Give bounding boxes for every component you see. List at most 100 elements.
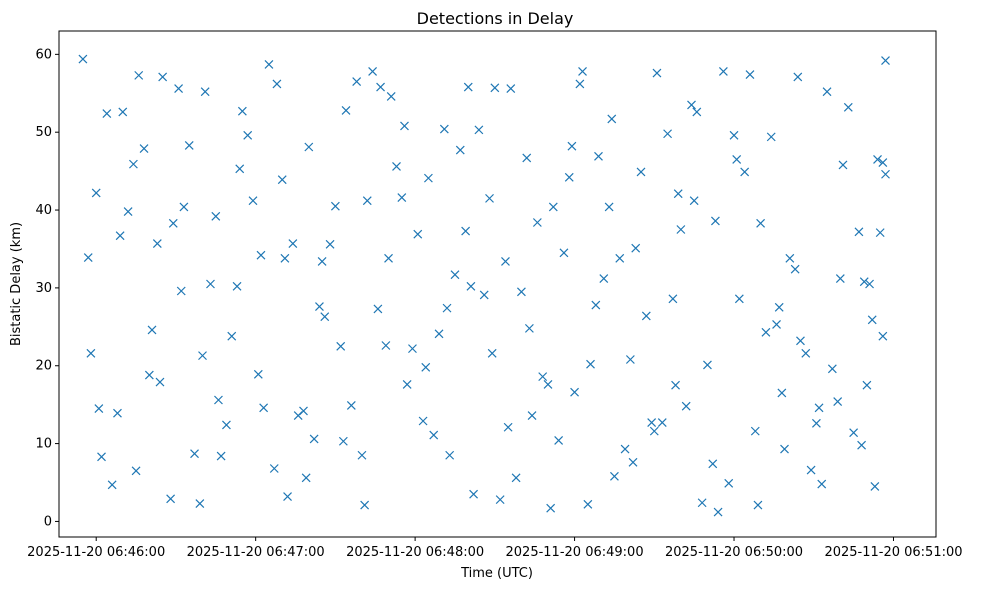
- data-point: [86, 348, 96, 358]
- data-point: [222, 420, 231, 430]
- data-point: [673, 189, 683, 199]
- data-point: [594, 151, 603, 161]
- data-point: [232, 281, 242, 291]
- data-point: [657, 418, 667, 427]
- data-point: [408, 344, 417, 354]
- y-tick-label: 10: [35, 437, 52, 452]
- data-point: [766, 132, 776, 142]
- data-point: [777, 388, 787, 398]
- data-point: [578, 67, 587, 76]
- x-tick-label: 2025-11-20 06:46:00: [27, 545, 165, 560]
- data-point: [780, 444, 789, 454]
- data-point: [368, 67, 378, 76]
- data-point: [511, 473, 521, 483]
- data-point: [341, 105, 351, 115]
- data-point: [479, 290, 489, 300]
- data-point: [713, 507, 723, 517]
- data-point: [256, 250, 266, 260]
- x-axis: 2025-11-20 06:46:00 2025-11-20 06:47:00 20…: [27, 537, 963, 560]
- data-point: [806, 465, 816, 475]
- data-point: [867, 315, 877, 325]
- data-point: [386, 91, 396, 101]
- data-point: [774, 302, 784, 312]
- data-point: [495, 495, 505, 505]
- data-point: [429, 430, 439, 440]
- data-point: [849, 428, 859, 438]
- data-point: [455, 145, 465, 155]
- data-point: [445, 450, 455, 460]
- data-point: [745, 70, 755, 80]
- scatter-points: [78, 54, 890, 517]
- y-axis-label: Bistatic Delay (km): [9, 222, 24, 346]
- data-point: [283, 492, 292, 501]
- data-point: [91, 188, 101, 198]
- data-point: [564, 172, 574, 182]
- data-point: [423, 173, 433, 183]
- data-point: [463, 82, 473, 92]
- data-point: [83, 253, 93, 262]
- data-point: [277, 175, 287, 185]
- data-point: [785, 253, 795, 263]
- data-point: [214, 395, 223, 405]
- data-point: [854, 227, 864, 237]
- data-point: [772, 320, 781, 329]
- y-tick-label: 20: [35, 359, 52, 374]
- x-tick-label: 2025-11-20 06:47:00: [187, 545, 325, 560]
- data-point: [822, 87, 832, 97]
- y-tick-label: 40: [35, 203, 52, 218]
- data-point: [102, 109, 112, 118]
- data-point: [362, 196, 372, 206]
- data-point: [269, 464, 279, 473]
- data-point: [843, 102, 853, 112]
- data-point: [543, 379, 553, 389]
- data-point: [317, 257, 327, 266]
- data-point: [259, 403, 269, 413]
- data-point: [567, 141, 577, 151]
- data-point: [206, 279, 215, 289]
- data-point: [652, 68, 662, 78]
- data-point: [248, 196, 258, 206]
- data-point: [490, 83, 500, 93]
- data-point: [811, 418, 821, 428]
- data-point: [168, 218, 178, 228]
- data-point: [450, 270, 460, 280]
- data-point: [641, 311, 651, 321]
- data-point: [174, 84, 184, 94]
- data-point: [330, 201, 340, 211]
- data-point: [862, 380, 872, 390]
- data-point: [131, 466, 141, 476]
- data-point: [158, 72, 168, 82]
- data-point: [123, 207, 133, 217]
- data-point: [647, 418, 657, 427]
- data-point: [591, 300, 601, 310]
- data-point: [487, 348, 497, 358]
- data-point: [179, 202, 189, 212]
- data-point: [604, 202, 614, 212]
- data-point: [97, 452, 106, 462]
- data-point: [559, 248, 569, 258]
- data-point: [524, 323, 534, 333]
- data-point: [134, 70, 144, 80]
- data-point: [607, 114, 617, 124]
- data-point: [392, 162, 401, 171]
- y-tick-label: 0: [44, 514, 52, 529]
- data-point: [466, 281, 476, 291]
- data-point: [304, 142, 314, 152]
- data-point: [115, 231, 125, 241]
- data-point: [155, 377, 165, 387]
- data-point: [546, 503, 556, 513]
- data-point: [881, 169, 890, 179]
- data-point: [538, 372, 548, 382]
- data-point: [801, 348, 811, 358]
- y-tick-label: 60: [35, 47, 52, 62]
- data-point: [503, 422, 513, 432]
- data-point: [663, 129, 673, 139]
- data-point: [78, 54, 88, 64]
- data-point: [703, 360, 712, 370]
- data-point: [485, 193, 494, 203]
- data-point: [732, 155, 742, 164]
- data-point: [625, 355, 635, 364]
- data-point: [708, 459, 718, 469]
- data-point: [793, 72, 803, 82]
- data-point: [796, 336, 805, 346]
